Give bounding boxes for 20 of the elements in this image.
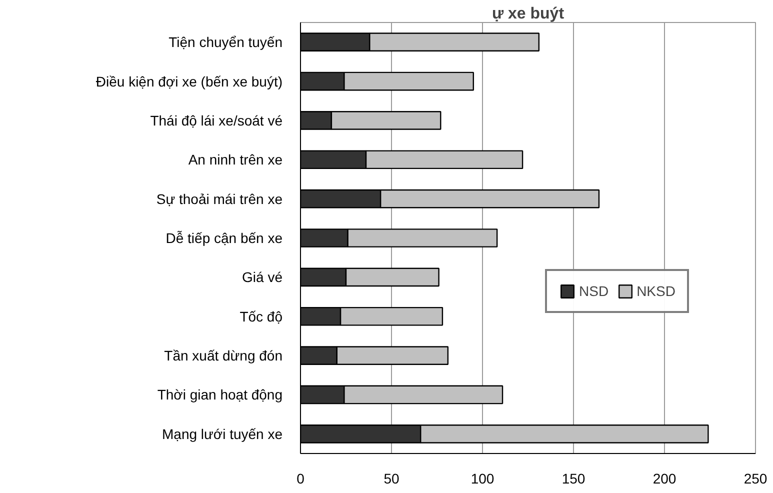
y-tick-label: Tần xuất dừng đón (164, 348, 282, 364)
y-tick-label: Thái độ lái xe/soát vé (150, 112, 283, 128)
y-tick-label: Dễ tiếp cận bến xe (166, 230, 283, 246)
x-tick-label: 200 (652, 470, 676, 486)
x-tick-label: 0 (296, 470, 305, 486)
chart-title: ự xe buýt (492, 6, 565, 22)
x-tick-label: 100 (470, 470, 494, 486)
y-tick-label: Tốc độ (240, 308, 283, 324)
x-tick-label: 50 (384, 470, 400, 486)
y-tick-label: Thời gian hoạt động (157, 386, 283, 403)
y-tick-label: Tiện chuyển tuyến (168, 34, 283, 50)
x-tick-label: 150 (562, 470, 586, 486)
y-tick-label: Mạng lưới tuyến xe (162, 426, 283, 442)
legend-label: NSD (579, 283, 609, 299)
y-tick-label: An ninh trên xe (188, 152, 283, 168)
legend-label: NKSD (636, 283, 676, 299)
y-tick-label: Điều kiện đợi xe (bến xe buýt) (96, 73, 282, 90)
y-tick-label: Sự thoải mái trên xe (156, 190, 283, 207)
x-tick-label: 250 (744, 470, 768, 486)
y-tick-label: Giá vé (242, 269, 283, 286)
